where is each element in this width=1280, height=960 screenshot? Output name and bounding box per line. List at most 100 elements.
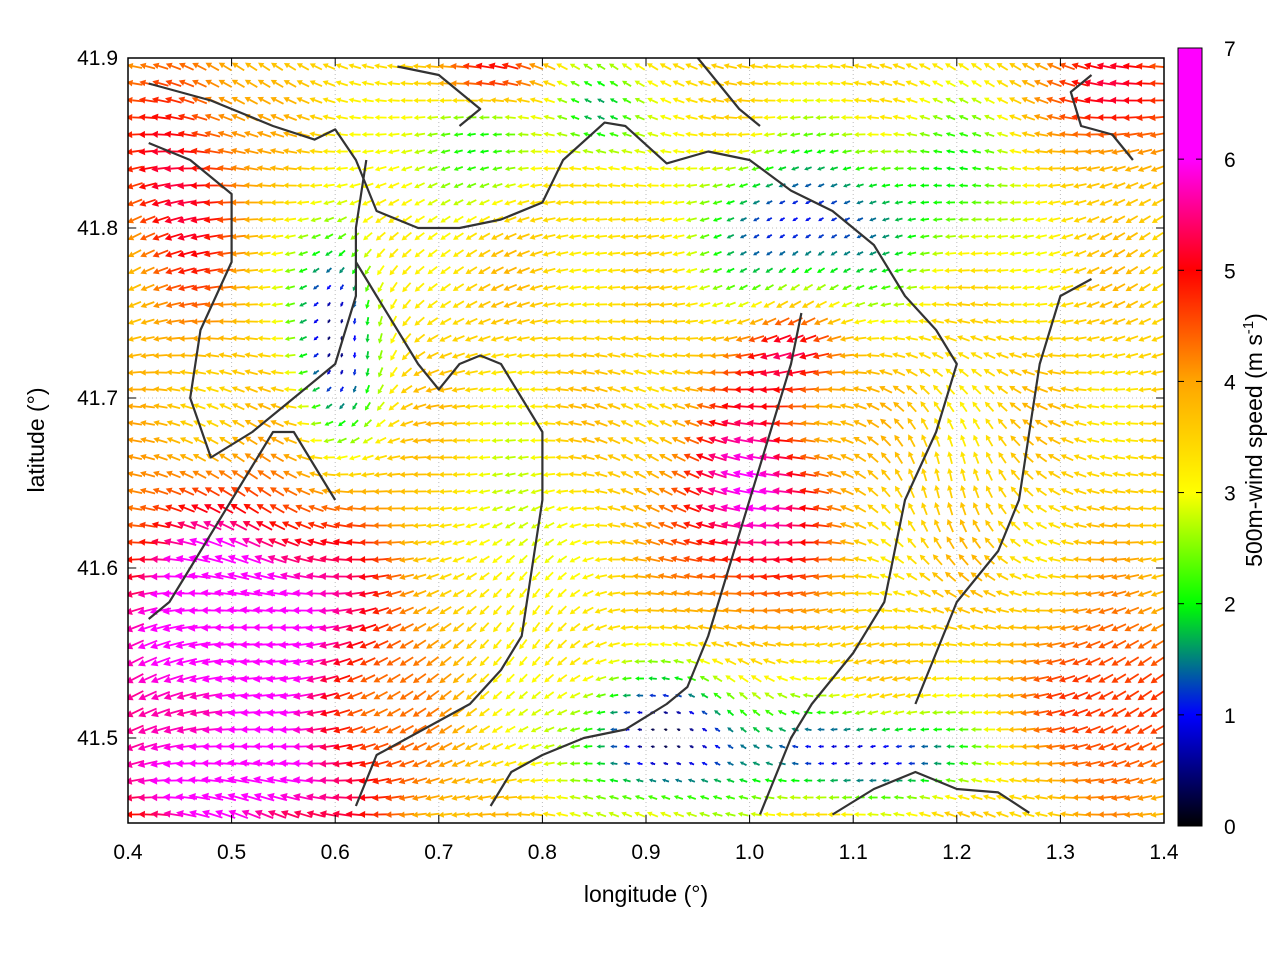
wind-arrow [1021, 352, 1035, 358]
wind-arrow [164, 130, 183, 138]
wind-arrow [1047, 590, 1061, 597]
wind-arrow [1099, 420, 1113, 427]
wind-arrow [504, 489, 516, 495]
wind-arrow [958, 63, 970, 71]
wind-arrow [453, 149, 463, 154]
wind-arrow [774, 317, 790, 326]
wind-arrow [1008, 743, 1022, 750]
wind-arrow [139, 215, 156, 224]
wind-arrow [425, 488, 440, 495]
wind-arrow [296, 97, 310, 105]
wind-arrow [425, 811, 440, 818]
wind-arrow [313, 301, 319, 307]
wind-arrow [361, 149, 374, 155]
wind-arrow [201, 792, 224, 801]
wind-arrow [982, 301, 996, 308]
wind-arrow [839, 352, 855, 359]
wind-arrow [529, 182, 543, 189]
wind-arrow [140, 369, 155, 376]
wind-arrow [635, 676, 644, 681]
wind-arrow [996, 217, 1008, 223]
wind-arrow [1085, 657, 1101, 666]
wind-arrow [610, 744, 618, 749]
wind-arrow [218, 369, 232, 376]
wind-arrow [1058, 113, 1076, 121]
wind-arrow [620, 488, 634, 496]
wind-arrow [479, 656, 490, 667]
wind-arrow [1124, 623, 1140, 632]
wind-arrow [377, 350, 383, 361]
wind-arrow [506, 605, 515, 616]
wind-arrow [152, 266, 169, 275]
wind-arrow [812, 573, 829, 580]
wind-arrow [683, 555, 700, 563]
wind-arrow [815, 115, 827, 121]
wind-arrow [919, 554, 930, 566]
wind-arrow [401, 231, 412, 241]
wind-arrow [919, 251, 930, 256]
wind-arrow [360, 725, 376, 734]
terrain-contour [148, 430, 337, 620]
wind-arrow [399, 590, 414, 598]
wind-arrow [582, 640, 594, 648]
wind-arrow [504, 199, 517, 206]
wind-arrow [388, 231, 399, 241]
wind-arrow [683, 590, 700, 597]
wind-arrow [1045, 709, 1063, 717]
wind-arrow [543, 744, 555, 750]
wind-arrow [829, 710, 839, 715]
wind-arrow [128, 454, 143, 461]
wind-arrow [309, 200, 322, 206]
wind-arrow [620, 165, 633, 171]
wind-arrow [503, 266, 517, 274]
wind-arrow [519, 588, 528, 599]
wind-arrow [165, 62, 182, 71]
wind-arrow [327, 319, 331, 324]
wind-arrow [1097, 760, 1114, 768]
wind-arrow [919, 131, 930, 137]
wind-arrow [983, 352, 996, 360]
wind-arrow [738, 795, 749, 800]
wind-arrow [1138, 283, 1151, 292]
wind-arrow [519, 639, 528, 650]
wind-arrow [594, 267, 607, 274]
wind-arrow [908, 761, 915, 766]
wind-arrow [867, 504, 879, 514]
wind-arrow [505, 690, 516, 700]
wind-arrow [919, 183, 929, 188]
wind-arrow [1010, 521, 1021, 531]
wind-arrow [179, 437, 194, 445]
wind-arrow [869, 217, 877, 222]
wind-arrow [1137, 454, 1152, 461]
wind-arrow [505, 149, 516, 154]
wind-arrow [943, 318, 958, 324]
wind-arrow [163, 674, 184, 684]
wind-arrow [762, 641, 777, 648]
wind-arrow [128, 504, 143, 512]
wind-arrow [880, 435, 892, 447]
wind-arrow [1021, 811, 1035, 818]
wind-arrow [714, 710, 721, 716]
wind-arrow [930, 641, 945, 648]
wind-arrow [672, 131, 685, 137]
wind-arrow [1125, 437, 1139, 444]
wind-arrow [359, 640, 377, 649]
wind-arrow [918, 335, 931, 342]
wind-arrow [818, 217, 824, 222]
wind-arrow [257, 386, 271, 393]
wind-arrow [608, 811, 620, 818]
wind-arrow [425, 403, 440, 410]
wind-arrow [281, 538, 299, 547]
wind-arrow [270, 386, 284, 392]
wind-arrow [1150, 488, 1164, 495]
wind-arrow [905, 692, 919, 699]
wind-arrow [634, 114, 645, 121]
wind-arrow [516, 386, 530, 393]
wind-arrow [607, 301, 621, 308]
wind-arrow [620, 403, 634, 410]
wind-arrow [465, 300, 478, 308]
wind-arrow [1010, 486, 1021, 498]
wind-arrow [568, 505, 582, 512]
wind-arrow [567, 352, 582, 359]
wind-arrow [365, 351, 370, 360]
